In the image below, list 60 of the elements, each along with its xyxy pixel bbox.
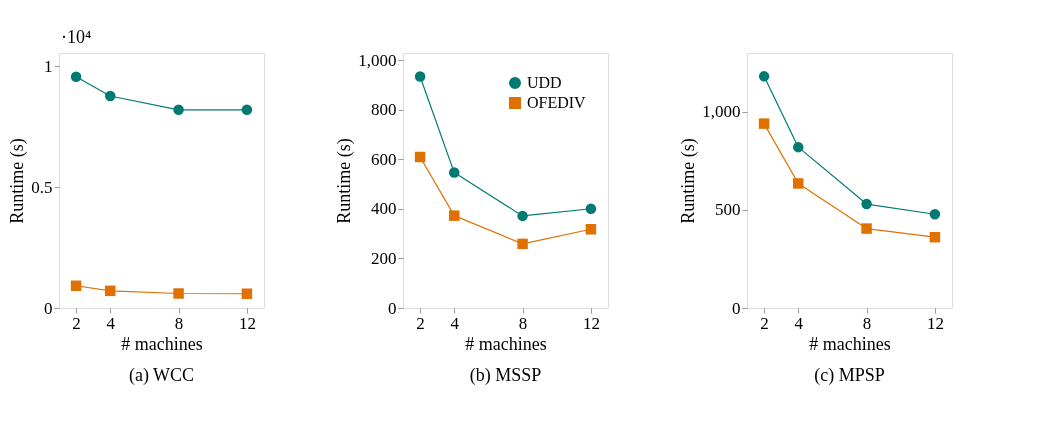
point: [414, 71, 426, 82]
y-tick-label: 800: [371, 100, 397, 120]
point: [929, 231, 941, 243]
y-tick-label: 0.5: [31, 177, 53, 197]
point: [241, 104, 253, 116]
x-axis-title: # machines: [465, 333, 547, 354]
point: [173, 288, 184, 299]
point: [414, 151, 426, 163]
x-tick-label: 12: [238, 313, 256, 333]
x-tick-label: 12: [926, 313, 944, 333]
y-axis-title: Runtime (s): [678, 138, 700, 224]
x-tick-label: 2: [416, 313, 425, 333]
point: [929, 209, 941, 220]
x-axis-title: # machines: [809, 333, 891, 354]
y-axis-title: Runtime (s): [334, 138, 356, 224]
y-tick-label: 500: [715, 200, 741, 220]
point: [517, 210, 528, 222]
y-axis-title: Runtime (s): [7, 138, 29, 224]
point: [758, 71, 770, 82]
point: [861, 223, 872, 234]
point: [758, 118, 770, 129]
x-tick-label: 2: [72, 313, 81, 333]
x-tick-label: 4: [794, 313, 804, 333]
point: [449, 210, 460, 221]
point: [517, 238, 528, 250]
legend-label: UDD: [527, 74, 562, 91]
x-axis-title: # machines: [121, 333, 203, 354]
y-tick-label: 1: [44, 56, 53, 76]
text: (a) WCC: [128, 365, 195, 386]
y-tick-label: 400: [371, 199, 397, 219]
x-tick-label: 8: [862, 313, 872, 333]
y-tick-label: 600: [371, 149, 397, 169]
x-tick-label: 12: [582, 313, 600, 333]
point: [70, 280, 82, 292]
text: (b) MSSP: [469, 365, 542, 386]
y-tick-label: 0: [388, 298, 397, 318]
y-tick-label: 0: [732, 298, 741, 318]
x-tick-label: 4: [450, 313, 460, 333]
y-tick-label: 200: [371, 248, 397, 268]
text: (c) MPSP: [814, 365, 885, 386]
point: [585, 203, 597, 214]
y-tick-label: 1,000: [358, 50, 397, 70]
x-tick-label: 8: [174, 313, 184, 333]
point: [793, 178, 804, 189]
point: [585, 224, 597, 235]
x-tick-label: 2: [760, 313, 769, 333]
point: [105, 90, 116, 102]
x-tick-label: 4: [106, 313, 116, 333]
point: [793, 141, 804, 153]
y-tick-label: 1,000: [702, 102, 741, 122]
point: [861, 198, 872, 210]
point: [241, 288, 253, 299]
point: [173, 104, 184, 116]
point: [105, 285, 116, 297]
point: [449, 167, 460, 178]
y-tick-label: 0: [44, 298, 53, 318]
text: ·10⁴: [61, 27, 92, 47]
point: [70, 71, 82, 82]
legend-label: OFEDIV: [527, 94, 587, 111]
x-tick-label: 8: [518, 313, 528, 333]
